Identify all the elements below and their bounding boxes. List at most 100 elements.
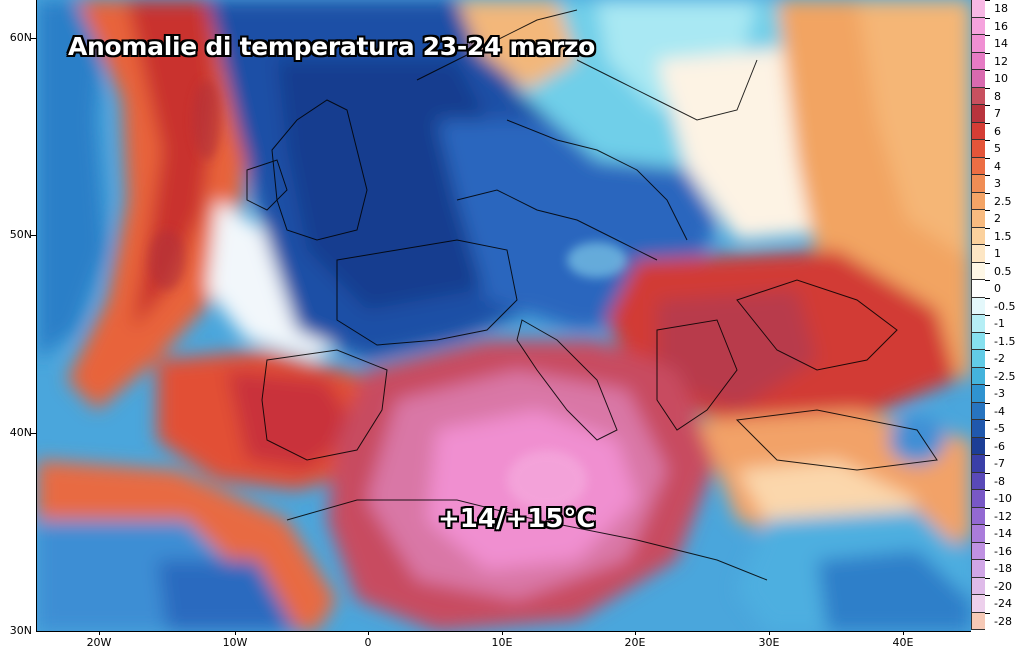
- colorbar-label: 18: [994, 2, 1008, 15]
- colorbar-entry: 1.5: [970, 227, 1024, 245]
- colorbar-entry: -1.5: [970, 332, 1024, 350]
- colorbar-tick: [985, 175, 990, 176]
- colorbar-swatch: [971, 297, 985, 315]
- colorbar-tick: [985, 420, 990, 421]
- colorbar-entry: 5: [970, 140, 1024, 158]
- colorbar-tick: [985, 315, 990, 316]
- colorbar-entry: 10: [970, 70, 1024, 88]
- colorbar-label: -1: [994, 317, 1005, 330]
- colorbar-label: 14: [994, 37, 1008, 50]
- lon-label-20w: 20W: [86, 636, 112, 649]
- colorbar-entry: 6: [970, 122, 1024, 140]
- colorbar-tick: [985, 105, 990, 106]
- temperature-anomaly-field: [37, 0, 971, 631]
- colorbar-label: 16: [994, 19, 1008, 33]
- colorbar-label: -12: [994, 509, 1012, 523]
- colorbar-swatch: [971, 385, 985, 403]
- colorbar-entry: -4: [970, 402, 1024, 420]
- colorbar-swatch: [971, 157, 985, 175]
- lon-tick: [903, 631, 904, 635]
- colorbar-tick: [985, 560, 990, 561]
- colorbar-tick: [985, 367, 990, 369]
- colorbar-swatch: [971, 70, 985, 88]
- colorbar-tick: [985, 87, 990, 89]
- colorbar-tick: [985, 350, 990, 351]
- colorbar-label: 8: [994, 89, 1001, 103]
- colorbar-entry: 2: [970, 210, 1024, 228]
- colorbar-entry: -18: [970, 560, 1024, 578]
- colorbar-tick: [985, 332, 990, 334]
- colorbar-label: 2: [994, 212, 1001, 225]
- colorbar-tick: [985, 122, 990, 124]
- colorbar-entry: -2: [970, 350, 1024, 368]
- colorbar-swatch: [971, 542, 985, 560]
- colorbar-label: -24: [994, 597, 1012, 610]
- colorbar-label: -1.5: [994, 334, 1016, 348]
- colorbar-tick: [985, 70, 990, 71]
- colorbar-tick: [985, 612, 990, 614]
- colorbar-label: 12: [994, 54, 1008, 68]
- colorbar-entry: 8: [970, 87, 1024, 105]
- colorbar-swatch: [971, 0, 985, 18]
- colorbar-swatch: [971, 525, 985, 543]
- colorbar-label: -2: [994, 352, 1005, 365]
- colorbar-swatch: [971, 140, 985, 158]
- colorbar-tick: [985, 490, 990, 491]
- colorbar-entry: -5: [970, 420, 1024, 438]
- map-title: Anomalie di temperatura 23-24 marzo: [68, 32, 596, 61]
- colorbar-swatch: [971, 507, 985, 525]
- lat-label-60n: 60N: [9, 31, 32, 44]
- colorbar-label: -8: [994, 474, 1005, 488]
- colorbar-swatch: [971, 367, 985, 385]
- colorbar-entry: -14: [970, 525, 1024, 543]
- colorbar-entry: -12: [970, 507, 1024, 525]
- colorbar-label: 1: [994, 247, 1001, 260]
- colorbar-label: -6: [994, 439, 1005, 453]
- colorbar-tick: [985, 245, 990, 246]
- colorbar-entry: -2.5: [970, 367, 1024, 385]
- lat-tick: [31, 38, 36, 39]
- colorbar-swatch: [971, 87, 985, 105]
- colorbar-swatch: [971, 210, 985, 228]
- colorbar-entry: 1: [970, 245, 1024, 263]
- colorbar-label: 2.5: [994, 194, 1012, 208]
- colorbar-label: -4: [994, 404, 1005, 418]
- colorbar-label: 5: [994, 142, 1001, 155]
- colorbar-entry: -3: [970, 385, 1024, 403]
- colorbar-swatch: [971, 595, 985, 613]
- lat-label-50n: 50N: [9, 228, 32, 241]
- lat-label-30n: 30N: [9, 624, 32, 637]
- colorbar-swatch: [971, 437, 985, 455]
- colorbar-label: -0.5: [994, 299, 1016, 313]
- lon-label-10e: 10E: [491, 636, 513, 649]
- colorbar-swatch: [971, 350, 985, 368]
- colorbar-swatch: [971, 52, 985, 70]
- colorbar-tick: [985, 472, 990, 474]
- lon-label-0: 0: [364, 636, 372, 649]
- colorbar-entry: 7: [970, 105, 1024, 123]
- lat-tick: [31, 235, 36, 236]
- colorbar-swatch: [971, 262, 985, 280]
- colorbar-swatch: [971, 175, 985, 193]
- lon-tick: [635, 631, 636, 635]
- colorbar-label: 6: [994, 124, 1001, 138]
- colorbar-entry: -1: [970, 315, 1024, 333]
- colorbar-swatch: [971, 560, 985, 578]
- colorbar-tick: [985, 157, 990, 159]
- colorbar-label: -28: [994, 614, 1012, 628]
- colorbar-tick: [985, 402, 990, 404]
- colorbar-label: -5: [994, 422, 1005, 435]
- colorbar-tick: [985, 262, 990, 264]
- colorbar-swatch: [971, 227, 985, 245]
- colorbar-label: -14: [994, 527, 1012, 540]
- colorbar-swatch: [971, 472, 985, 490]
- colorbar-label: 3: [994, 177, 1001, 190]
- colorbar-entry: 12: [970, 52, 1024, 70]
- colorbar-entry: 3: [970, 175, 1024, 193]
- colorbar-label: 0: [994, 282, 1001, 295]
- colorbar-tick: [985, 542, 990, 544]
- colorbar-swatch: [971, 577, 985, 595]
- colorbar-entry: -24: [970, 595, 1024, 613]
- colorbar-swatch: [971, 420, 985, 438]
- colorbar-tick: [985, 385, 990, 386]
